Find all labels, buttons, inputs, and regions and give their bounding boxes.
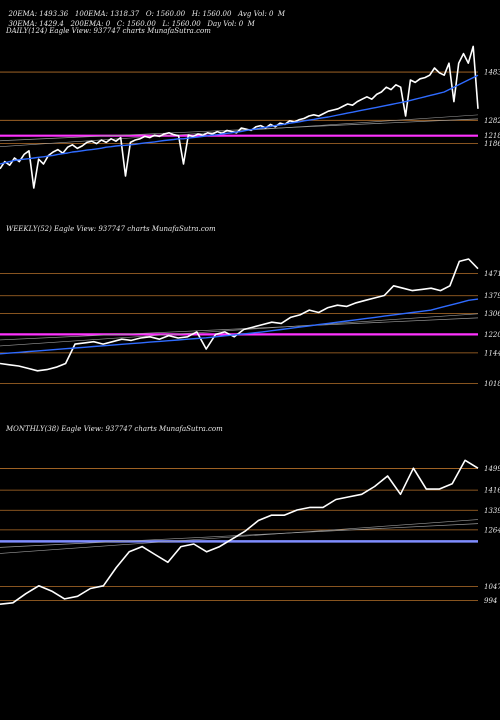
ema-series-line: [0, 298, 479, 355]
panel-title: WEEKLY(52) Eagle View: 937747 charts Mun…: [6, 225, 216, 233]
y-tick-label: 1339: [484, 507, 500, 515]
y-tick-label: 1220: [484, 331, 500, 339]
ema-series-line: [0, 74, 479, 165]
y-tick-label: 1483: [484, 69, 500, 77]
ma-gray-line: [0, 313, 479, 347]
close-label: C: 1560.00: [116, 20, 156, 28]
ma-gray-line: [0, 519, 479, 554]
y-tick-label: 1379: [484, 292, 500, 300]
header-row-1: 20EMA: 1493.36 100EMA: 1318.37 O: 1560.0…: [4, 2, 285, 18]
y-tick-label: 1416: [484, 487, 500, 495]
open-label: O: 1560.00: [145, 10, 186, 18]
y-tick-label: 1499: [484, 465, 500, 473]
ema20-label: 20EMA: 1493.36: [8, 10, 69, 18]
panel-title: DAILY(124) Eagle View: 937747 charts Mun…: [5, 27, 211, 35]
price-series-line: [0, 258, 479, 372]
low-label: L: 1560.00: [162, 20, 201, 28]
day-vol-label: Day Vol: 0 M: [207, 20, 255, 28]
y-tick-label: 994: [484, 597, 497, 605]
y-tick-label: 1264: [484, 526, 500, 534]
panel-title: MONTHLY(38) Eagle View: 937747 charts Mu…: [5, 425, 223, 433]
price-series-line: [0, 459, 479, 605]
y-tick-label: 1306: [484, 310, 500, 318]
y-tick-label: 1186: [484, 140, 500, 148]
y-tick-label: 1218: [484, 132, 500, 140]
ema100-label: 100EMA: 1318.37: [74, 10, 140, 18]
price-series-line: [0, 45, 479, 189]
ma-gray-line: [0, 317, 479, 341]
ema200-label: 200EMA: 0: [70, 20, 111, 28]
y-tick-label: 1282: [484, 117, 500, 125]
high-label: H: 1560.00: [191, 10, 232, 18]
avg-vol-label: Avg Vol: 0 M: [238, 10, 286, 18]
y-tick-label: 1144: [484, 349, 500, 357]
y-tick-label: 1047: [484, 583, 500, 591]
y-tick-label: 1018: [484, 380, 500, 388]
header-row-2: 30EMA: 1429.4 200EMA: 0 C: 1560.00 L: 15…: [4, 12, 255, 28]
ema30-label: 30EMA: 1429.4: [8, 20, 64, 28]
